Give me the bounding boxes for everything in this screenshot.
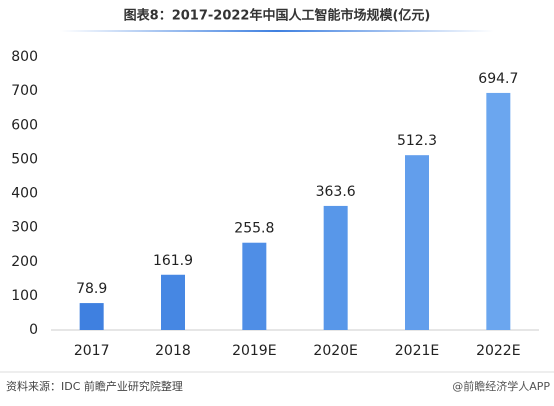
chart-title: 图表8：2017-2022年中国人工智能市场规模(亿元) — [124, 8, 431, 24]
bar — [323, 205, 348, 330]
value-label: 161.9 — [153, 253, 193, 269]
y-tick-label: 500 — [11, 151, 38, 167]
y-tick-label: 300 — [11, 220, 38, 236]
bar — [161, 274, 185, 330]
bar — [242, 242, 267, 330]
x-tick-label: 2021E — [395, 343, 439, 359]
x-tick-label: 2022E — [476, 343, 520, 359]
y-tick-label: 100 — [11, 288, 38, 304]
y-tick-label: 800 — [11, 49, 38, 65]
credit: @前瞻经济学人APP — [452, 379, 550, 393]
y-tick-label: 200 — [11, 254, 38, 270]
y-tick-label: 600 — [11, 117, 38, 133]
bar — [79, 303, 104, 330]
bar — [486, 92, 511, 330]
title-underline — [60, 30, 494, 32]
bar — [405, 155, 429, 330]
x-tick-label: 2017 — [74, 343, 110, 359]
x-tick-label: 2018 — [155, 343, 191, 359]
value-label: 694.7 — [478, 71, 518, 87]
value-label: 255.8 — [234, 221, 274, 237]
y-tick-label: 0 — [29, 322, 38, 338]
value-label: 78.9 — [76, 281, 107, 297]
value-label: 363.6 — [316, 184, 356, 200]
value-label: 512.3 — [397, 133, 437, 149]
x-tick-label: 2019E — [232, 343, 276, 359]
y-tick-label: 700 — [11, 83, 38, 99]
source-note: 资料来源：IDC 前瞻产业研究院整理 — [6, 379, 183, 393]
y-tick-label: 400 — [11, 186, 38, 202]
x-tick-label: 2020E — [313, 343, 357, 359]
